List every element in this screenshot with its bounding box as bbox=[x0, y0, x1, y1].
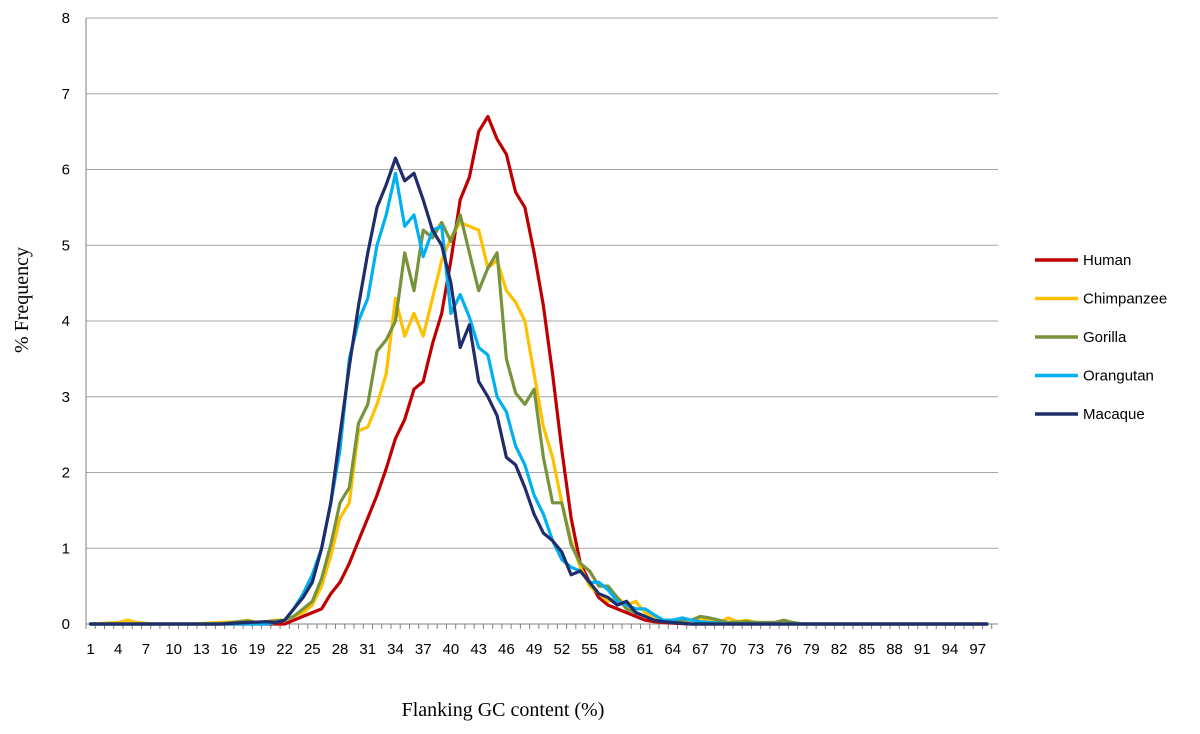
y-axis-title: % Frequency bbox=[11, 247, 33, 353]
y-tick-label: 7 bbox=[62, 86, 70, 103]
x-tick-label: 97 bbox=[969, 641, 986, 658]
gridlines bbox=[86, 17, 998, 549]
x-tick-label: 22 bbox=[276, 641, 293, 658]
x-tick-label: 85 bbox=[858, 641, 875, 658]
x-tick-label: 76 bbox=[775, 641, 792, 658]
series-line-human bbox=[88, 114, 989, 626]
x-tick-label: 49 bbox=[526, 641, 543, 658]
y-tick-label: 0 bbox=[62, 616, 70, 633]
x-tick-label: 58 bbox=[609, 641, 626, 658]
x-axis-ticks: 1 4 7 10 13 16 19 22 25 28 31 34 37 40 43 46 49 52 55 58 61 6… bbox=[85, 624, 993, 658]
x-tick-label: 31 bbox=[359, 641, 376, 658]
x-tick-label: 4 bbox=[114, 641, 122, 658]
legend-label-human: Human bbox=[1083, 252, 1131, 269]
legend-label-chimpanzee: Chimpanzee bbox=[1083, 291, 1167, 308]
y-tick-label: 6 bbox=[62, 162, 70, 179]
y-tick-label: 5 bbox=[62, 237, 70, 254]
y-tick-label: 4 bbox=[62, 313, 70, 330]
x-tick-label: 37 bbox=[415, 641, 432, 658]
x-tick-label: 34 bbox=[387, 641, 404, 658]
x-tick-label: 94 bbox=[942, 641, 959, 658]
series-line-gorilla bbox=[88, 213, 989, 626]
x-tick-label: 82 bbox=[831, 641, 848, 658]
x-tick-label: 61 bbox=[637, 641, 654, 658]
x-tick-label: 7 bbox=[142, 641, 150, 658]
y-tick-label: 3 bbox=[62, 389, 70, 406]
legend: Human Chimpanzee Gorilla Orangutan Macaque bbox=[1035, 252, 1167, 423]
series-lines bbox=[88, 114, 989, 626]
x-tick-label: 88 bbox=[886, 641, 903, 658]
y-tick-label: 8 bbox=[62, 10, 70, 27]
x-tick-label: 79 bbox=[803, 641, 820, 658]
series-line-macaque bbox=[88, 156, 989, 626]
x-tick-label: 91 bbox=[914, 641, 931, 658]
x-tick-label: 25 bbox=[304, 641, 321, 658]
legend-label-gorilla: Gorilla bbox=[1083, 329, 1127, 346]
x-axis-title: Flanking GC content (%) bbox=[402, 699, 605, 721]
x-tick-label: 16 bbox=[221, 641, 238, 658]
x-tick-label: 10 bbox=[165, 641, 182, 658]
x-tick-label: 52 bbox=[553, 641, 570, 658]
x-tick-label: 67 bbox=[692, 641, 709, 658]
x-tick-label: 64 bbox=[664, 641, 681, 658]
x-tick-label: 19 bbox=[249, 641, 266, 658]
x-tick-label: 46 bbox=[498, 641, 515, 658]
x-tick-label: 70 bbox=[720, 641, 737, 658]
x-tick-label: 28 bbox=[332, 641, 349, 658]
x-tick-label: 40 bbox=[443, 641, 460, 658]
x-tick-label: 13 bbox=[193, 641, 210, 658]
x-tick-label: 43 bbox=[470, 641, 487, 658]
x-tick-label: 73 bbox=[748, 641, 765, 658]
y-tick-label: 2 bbox=[62, 465, 70, 482]
y-axis-ticks: 0 1 2 3 4 5 6 7 8 bbox=[62, 10, 70, 633]
x-tick-label: 1 bbox=[86, 641, 94, 658]
y-tick-label: 1 bbox=[62, 540, 70, 557]
legend-label-orangutan: Orangutan bbox=[1083, 368, 1154, 385]
x-tick-label: 55 bbox=[581, 641, 598, 658]
legend-label-macaque: Macaque bbox=[1083, 406, 1145, 423]
